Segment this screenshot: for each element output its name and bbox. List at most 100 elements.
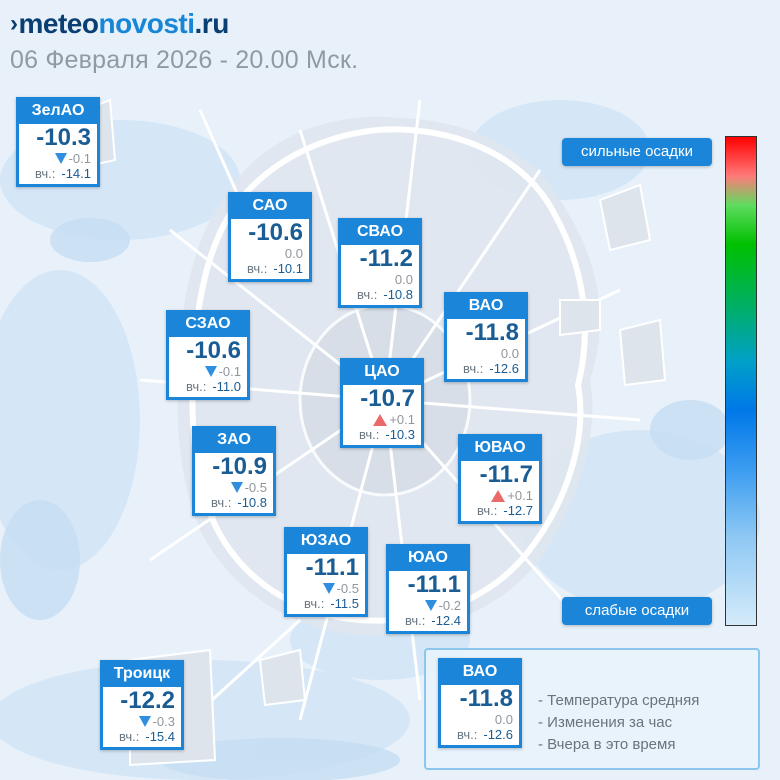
logo-chevron-icon: › [10,10,18,37]
district-yesterday: вч.: -12.4 [389,613,467,631]
district-card-yuzao: ЮЗАО -11.1 -0.5 вч.: -11.5 [284,527,368,617]
district-temperature: -11.7 [479,461,533,488]
district-temperature: -10.7 [360,385,415,412]
sample-temperature: -11.8 [459,685,513,712]
district-hourly-change: 0.0 [447,346,525,361]
district-name: ЮЗАО [287,530,365,554]
district-hourly-change: -0.1 [19,151,97,166]
legend-sample-card: ВАО -11.8 0.0 вч.: -12.6 [438,658,522,748]
district-card-yuvao: ЮВАО -11.7 +0.1 вч.: -12.7 [458,434,542,524]
delta-value: -0.3 [152,714,175,729]
yesterday-value: -10.8 [383,287,413,302]
district-yesterday: вч.: -10.1 [231,261,309,279]
district-yesterday: вч.: -15.4 [103,729,181,747]
district-yesterday: вч.: -10.8 [341,287,419,305]
yesterday-label: вч.: [35,166,56,181]
logo-text-meteo: meteo [18,8,99,39]
district-yesterday: вч.: -11.0 [169,379,247,397]
district-temperature: -10.9 [212,453,267,480]
district-hourly-change: -0.2 [389,598,467,613]
district-temperature: -10.6 [248,219,303,246]
trend-down-icon [424,600,437,611]
sample-delta-value: 0.0 [494,712,513,727]
district-yesterday: вч.: -10.8 [195,495,273,513]
trend-down-icon [138,716,151,727]
district-card-cao: ЦАО -10.7 +0.1 вч.: -10.3 [340,358,424,448]
district-name: ВАО [447,295,525,319]
district-hourly-change: 0.0 [231,246,309,261]
yesterday-value: -10.3 [385,427,415,442]
district-temperature: -11.8 [465,319,519,346]
legend-weak-precipitation: слабые осадки [562,597,712,625]
legend-descriptions: - Температура средняя - Изменения за час… [538,690,699,756]
yesterday-label: вч.: [119,729,140,744]
district-name: САО [231,195,309,219]
sample-hourly-change: 0.0 [441,712,519,727]
delta-value: 0.0 [284,246,303,261]
district-yesterday: вч.: -12.6 [447,361,525,379]
district-name: ЦАО [343,361,421,385]
yesterday-value: -12.4 [431,613,461,628]
yesterday-value: -15.4 [145,729,175,744]
district-name: ЗелАО [19,100,97,124]
yesterday-label: вч.: [477,503,498,518]
yesterday-label: вч.: [463,361,484,376]
trend-down-icon [322,583,335,594]
district-yesterday: вч.: -12.7 [461,503,539,521]
yesterday-label: вч.: [247,261,268,276]
trend-up-icon [373,413,388,426]
legend-explanation-box: ВАО -11.8 0.0 вч.: -12.6 - Температура ср… [424,648,760,770]
logo-text-domain: .ru [194,8,230,39]
district-card-zao: ЗАО -10.9 -0.5 вч.: -10.8 [192,426,276,516]
delta-value: 0.0 [394,272,413,287]
trend-down-icon [204,366,217,377]
trend-up-icon [491,489,506,502]
yesterday-value: -10.1 [273,261,303,276]
district-name: ЮАО [389,547,467,571]
legend-line-yesterday: - Вчера в это время [538,736,676,753]
district-temperature: -11.1 [407,571,461,598]
sample-name: ВАО [441,661,519,685]
delta-value: 0.0 [500,346,519,361]
district-name: ЮВАО [461,437,539,461]
district-hourly-change: 0.0 [341,272,419,287]
yesterday-value: -12.6 [489,361,519,376]
yesterday-label: вч.: [405,613,426,628]
legend-line-temperature: - Температура средняя [538,692,700,709]
yesterday-label: вч.: [357,287,378,302]
logo-text-novosti: novosti [98,8,195,39]
delta-value: -0.1 [218,364,241,379]
precipitation-color-scale [725,136,757,626]
legend-strong-precipitation: сильные осадки [562,138,712,166]
district-card-vao: ВАО -11.8 0.0 вч.: -12.6 [444,292,528,382]
header: › meteo novosti .ru 06 Февраля 2026 - 20.0… [10,6,358,75]
district-yesterday: вч.: -14.1 [19,166,97,184]
sample-yesterday: вч.: -12.6 [441,727,519,745]
site-logo[interactable]: › meteo novosti .ru [10,6,358,42]
yesterday-label: вч.: [211,495,232,510]
district-card-szao: СЗАО -10.6 -0.1 вч.: -11.0 [166,310,250,400]
sample-yesterday-value: -12.6 [483,727,513,742]
delta-value: +0.1 [389,412,415,427]
district-name: СВАО [341,221,419,245]
district-name: Троицк [103,663,181,687]
yesterday-value: -11.5 [330,596,359,611]
district-yesterday: вч.: -11.5 [287,596,365,614]
district-hourly-change: +0.1 [461,488,539,503]
yesterday-label: вч.: [304,596,325,611]
yesterday-value: -10.8 [237,495,267,510]
district-card-zelao: ЗелАО -10.3 -0.1 вч.: -14.1 [16,97,100,187]
district-card-troitsk: Троицк -12.2 -0.3 вч.: -15.4 [100,660,184,750]
delta-value: -0.5 [336,581,359,596]
yesterday-value: -11.0 [212,379,241,394]
trend-down-icon [54,153,67,164]
yesterday-label: вч.: [359,427,380,442]
district-temperature: -11.2 [359,245,413,272]
district-card-svao: СВАО -11.2 0.0 вч.: -10.8 [338,218,422,308]
district-yesterday: вч.: -10.3 [343,427,421,445]
yesterday-value: -12.7 [503,503,533,518]
district-name: СЗАО [169,313,247,337]
district-hourly-change: -0.3 [103,714,181,729]
legend-line-change: - Изменения за час [538,714,673,731]
sample-yesterday-label: вч.: [457,727,478,742]
